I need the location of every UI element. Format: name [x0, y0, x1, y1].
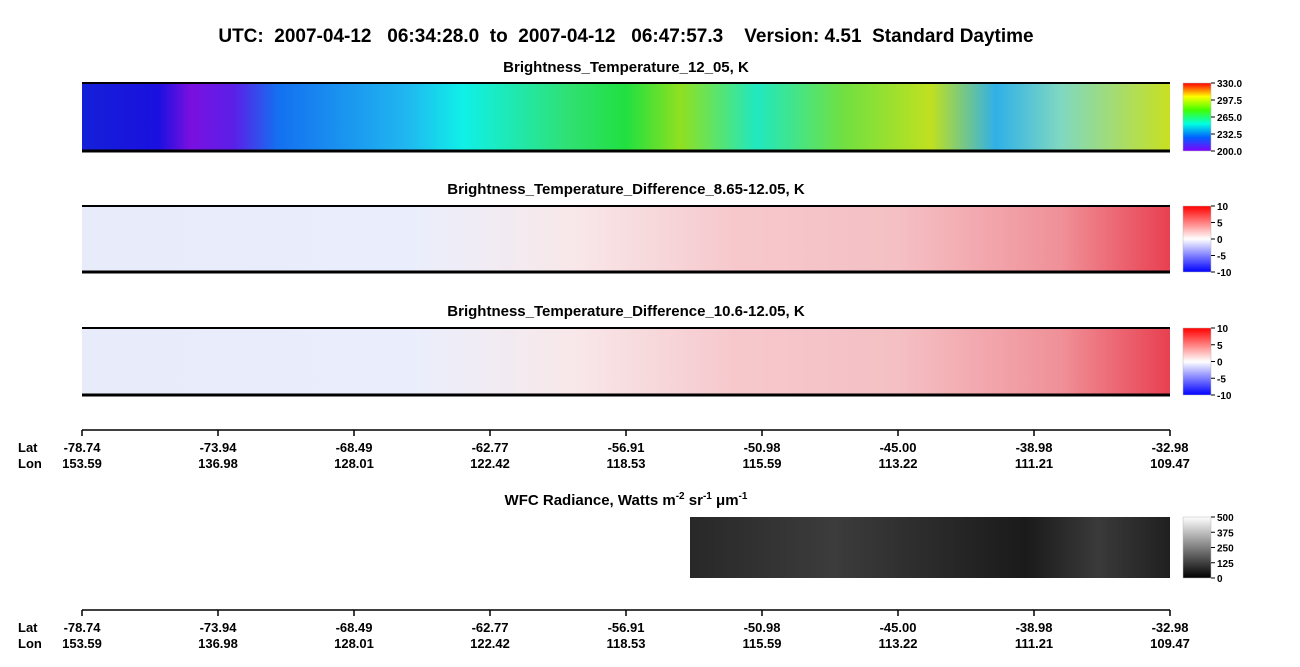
lon-tick-label: 118.53	[606, 636, 645, 651]
lon-label: Lon	[18, 456, 42, 471]
colorbar-tick-label: 5	[1217, 219, 1223, 230]
colorbar-tick-label: 297.5	[1217, 96, 1242, 107]
colorbar-tick-label: 500	[1217, 513, 1234, 524]
lat-tick-label: -50.98	[744, 620, 781, 635]
colorbar-tick-label: 5	[1217, 341, 1223, 352]
lat-tick-label: -68.49	[336, 620, 373, 635]
lat-tick-label: -62.77	[472, 440, 509, 455]
lon-tick-label: 109.47	[1150, 456, 1190, 471]
lat-tick-label: -45.00	[880, 620, 917, 635]
colorbar-tick-label: 200.0	[1217, 147, 1242, 158]
lon-tick-label: 113.22	[878, 636, 917, 651]
lon-tick-label: 128.01	[334, 456, 374, 471]
main-title: UTC: 2007-04-12 06:34:28.0 to 2007-04-12…	[218, 26, 1033, 47]
heatmap-image	[82, 206, 1170, 272]
colorbar-tick-label: 10	[1217, 202, 1229, 213]
heatmap-image	[690, 517, 1170, 578]
colorbar-tick-label: 0	[1217, 358, 1223, 369]
lat-tick-label: -73.94	[200, 440, 238, 455]
lon-tick-label: 115.59	[742, 636, 781, 651]
lat-tick-label: -56.91	[608, 440, 645, 455]
lat-tick-label: -78.74	[64, 620, 102, 635]
panel-title: Brightness_Temperature_12_05, K	[503, 59, 749, 76]
colorbar	[1182, 516, 1212, 579]
lat-label: Lat	[18, 440, 38, 455]
title-part: sr	[685, 492, 704, 509]
colorbar-tick-label: -10	[1217, 268, 1232, 279]
colorbar-tick-label: -10	[1217, 391, 1232, 402]
lon-tick-label: 109.47	[1150, 636, 1190, 651]
lat-tick-label: -38.98	[1016, 620, 1053, 635]
lat-tick-label: -32.98	[1152, 620, 1189, 635]
lat-tick-label: -62.77	[472, 620, 509, 635]
superscript: -1	[739, 491, 748, 502]
heatmap-image	[82, 83, 1170, 151]
lat-label: Lat	[18, 620, 38, 635]
lat-tick-label: -50.98	[744, 440, 781, 455]
colorbar	[1182, 82, 1212, 152]
colorbar-tick-label: 250	[1217, 544, 1234, 555]
lon-tick-label: 111.21	[1015, 636, 1053, 651]
lon-tick-label: 118.53	[606, 456, 645, 471]
lat-tick-label: -38.98	[1016, 440, 1053, 455]
panel-title: Brightness_Temperature_Difference_8.65-1…	[447, 181, 805, 198]
colorbar-tick-label: 125	[1217, 559, 1234, 570]
colorbar	[1182, 327, 1212, 396]
lat-tick-label: -56.91	[608, 620, 645, 635]
panel-title: WFC Radiance, Watts m-2 sr-1 μm-1	[505, 491, 748, 509]
lon-tick-label: 136.98	[198, 456, 238, 471]
title-part: μm	[712, 492, 739, 509]
superscript: -1	[703, 491, 712, 502]
lat-tick-label: -45.00	[880, 440, 917, 455]
lon-tick-label: 122.42	[470, 636, 510, 651]
lat-tick-label: -68.49	[336, 440, 373, 455]
lat-tick-label: -73.94	[200, 620, 238, 635]
lat-tick-label: -78.74	[64, 440, 102, 455]
colorbar-tick-label: -5	[1217, 252, 1226, 263]
lat-tick-label: -32.98	[1152, 440, 1189, 455]
lon-tick-label: 153.59	[62, 456, 102, 471]
lon-tick-label: 122.42	[470, 456, 510, 471]
colorbar-tick-label: 10	[1217, 324, 1229, 335]
colorbar-tick-label: -5	[1217, 374, 1226, 385]
lon-label: Lon	[18, 636, 42, 651]
lon-tick-label: 113.22	[878, 456, 917, 471]
lon-tick-label: 136.98	[198, 636, 238, 651]
colorbar-tick-label: 232.5	[1217, 130, 1242, 141]
title-part: WFC Radiance, Watts m	[505, 492, 676, 509]
panel-title: Brightness_Temperature_Difference_10.6-1…	[447, 303, 805, 320]
colorbar-tick-label: 330.0	[1217, 79, 1242, 90]
lon-tick-label: 111.21	[1015, 456, 1053, 471]
lon-tick-label: 153.59	[62, 636, 102, 651]
colorbar	[1182, 205, 1212, 273]
colorbar-tick-label: 0	[1217, 235, 1223, 246]
colorbar-tick-label: 0	[1217, 574, 1223, 585]
superscript: -2	[676, 491, 685, 502]
colorbar-tick-label: 265.0	[1217, 113, 1242, 124]
lon-tick-label: 128.01	[334, 636, 374, 651]
colorbar-tick-label: 375	[1217, 528, 1234, 539]
lon-tick-label: 115.59	[742, 456, 781, 471]
heatmap-image	[82, 328, 1170, 395]
